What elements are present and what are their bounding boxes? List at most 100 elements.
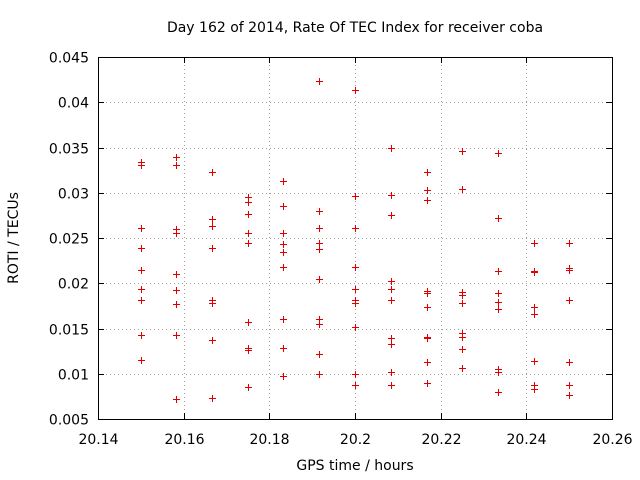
data-point xyxy=(424,169,431,176)
data-point xyxy=(245,240,252,247)
data-point xyxy=(316,351,323,358)
data-point xyxy=(316,225,323,232)
y-tick-label: 0.015 xyxy=(49,323,89,339)
y-tick-label: 0.005 xyxy=(49,413,89,429)
data-point xyxy=(280,249,287,256)
data-point xyxy=(531,269,538,276)
data-point xyxy=(173,154,180,161)
data-point xyxy=(138,297,145,304)
y-tick-label: 0.02 xyxy=(58,277,89,293)
data-point xyxy=(566,382,573,389)
data-point xyxy=(531,304,538,311)
data-point xyxy=(316,276,323,283)
data-point xyxy=(280,264,287,271)
data-point xyxy=(495,389,502,396)
data-point xyxy=(209,216,216,223)
y-tick-label: 0.03 xyxy=(58,187,89,203)
data-point xyxy=(531,386,538,393)
x-tick-label: 20.24 xyxy=(506,432,546,448)
data-point xyxy=(138,159,145,166)
data-point xyxy=(352,382,359,389)
x-tick-label: 20.22 xyxy=(421,432,461,448)
data-point xyxy=(388,145,395,152)
data-point xyxy=(459,300,466,307)
y-tick-label: 0.04 xyxy=(58,96,89,112)
data-point xyxy=(173,287,180,294)
data-point xyxy=(459,148,466,155)
data-point xyxy=(316,240,323,247)
data-point xyxy=(209,245,216,252)
data-point xyxy=(566,359,573,366)
data-point xyxy=(280,178,287,185)
data-point xyxy=(173,332,180,339)
data-point xyxy=(280,345,287,352)
data-point xyxy=(352,193,359,200)
data-point xyxy=(173,396,180,403)
data-point xyxy=(424,335,431,342)
data-point xyxy=(388,212,395,219)
data-point xyxy=(352,264,359,271)
data-point xyxy=(316,78,323,85)
x-axis-label: GPS time / hours xyxy=(296,458,413,474)
x-tick-label: 20.14 xyxy=(78,432,118,448)
data-point xyxy=(280,203,287,210)
data-point xyxy=(495,290,502,297)
data-point xyxy=(245,319,252,326)
data-point xyxy=(459,346,466,353)
x-tick-label: 20.26 xyxy=(592,432,632,448)
data-point xyxy=(280,316,287,323)
data-point xyxy=(495,215,502,222)
data-point xyxy=(209,337,216,344)
data-point xyxy=(424,187,431,194)
data-point xyxy=(352,324,359,331)
y-tick-label: 0.035 xyxy=(49,142,89,158)
data-point xyxy=(138,267,145,274)
data-point xyxy=(388,286,395,293)
data-point xyxy=(388,297,395,304)
data-point xyxy=(531,358,538,365)
data-point xyxy=(138,245,145,252)
data-point xyxy=(316,246,323,253)
data-point xyxy=(138,286,145,293)
data-point xyxy=(459,292,466,299)
data-point xyxy=(138,332,145,339)
data-point xyxy=(424,359,431,366)
data-point xyxy=(531,240,538,247)
data-point xyxy=(209,395,216,402)
data-point xyxy=(352,300,359,307)
data-point xyxy=(316,208,323,215)
data-point xyxy=(566,392,573,399)
data-point xyxy=(388,369,395,376)
data-point xyxy=(495,150,502,157)
x-tick-label: 20.2 xyxy=(340,432,371,448)
data-point xyxy=(566,297,573,304)
data-point xyxy=(138,225,145,232)
data-point xyxy=(245,199,252,206)
data-point xyxy=(138,357,145,364)
data-point xyxy=(245,384,252,391)
data-point xyxy=(245,230,252,237)
data-point xyxy=(424,197,431,204)
data-point xyxy=(388,335,395,342)
axis-ticks: 0.005 0.01 0.015 0.02 0.025 0.03 0.035 0.04 0.04… xyxy=(49,51,633,449)
data-point xyxy=(352,286,359,293)
y-tick-label: 0.045 xyxy=(49,51,89,67)
chart-title: Day 162 of 2014, Rate Of TEC Index for r… xyxy=(167,20,543,36)
y-axis-label: ROTI / TECUs xyxy=(6,192,22,284)
y-tick-label: 0.025 xyxy=(49,232,89,248)
data-point xyxy=(280,241,287,248)
data-point xyxy=(459,365,466,372)
x-tick-label: 20.18 xyxy=(249,432,289,448)
data-point xyxy=(566,240,573,247)
data-point xyxy=(245,211,252,218)
data-point xyxy=(280,373,287,380)
data-point xyxy=(245,347,252,354)
data-point xyxy=(495,268,502,275)
data-point xyxy=(316,371,323,378)
data-point xyxy=(209,300,216,307)
data-point xyxy=(459,186,466,193)
data-point xyxy=(209,223,216,230)
x-tick-label: 20.16 xyxy=(164,432,204,448)
data-point xyxy=(173,230,180,237)
